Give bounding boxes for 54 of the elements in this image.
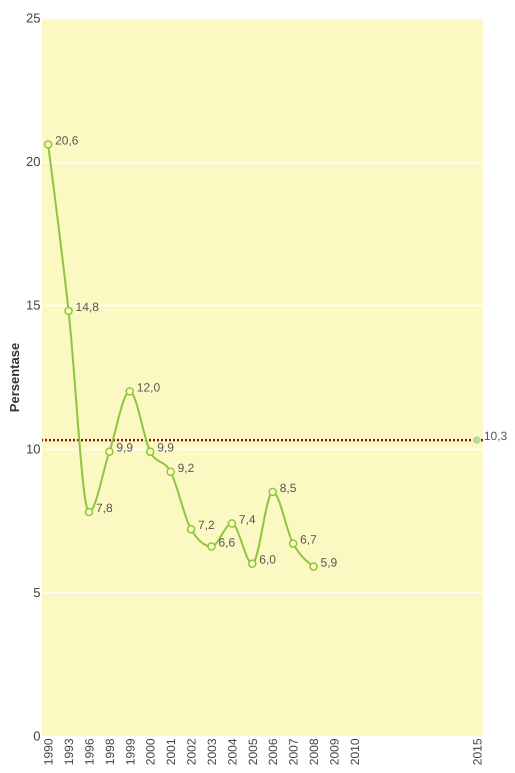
data-label: 7,4 <box>238 512 256 526</box>
y-tick-label: 15 <box>26 298 40 313</box>
x-tick-label: 2009 <box>327 738 342 766</box>
point <box>44 140 52 149</box>
data-label: 10,3 <box>484 429 508 444</box>
y-tick-label: 0 <box>33 728 40 744</box>
point <box>146 447 154 456</box>
point <box>84 508 94 516</box>
point <box>268 488 277 496</box>
x-tick-label: 2005 <box>246 738 260 766</box>
x-tick-label: 2000 <box>144 738 158 766</box>
x-tick-label: 2002 <box>184 738 199 766</box>
x-tick-label: 2006 <box>266 738 280 766</box>
point <box>105 447 114 456</box>
point <box>248 559 257 568</box>
point <box>228 519 236 528</box>
point <box>288 539 298 548</box>
x-tick-label: 1999 <box>123 738 138 766</box>
data-label: 9,9 <box>116 440 134 455</box>
x-tick-label: 2001 <box>164 738 178 766</box>
data-label: 6,6 <box>218 535 236 550</box>
point <box>126 387 134 396</box>
x-tick-label: 1998 <box>102 738 117 766</box>
y-tick-label: 10 <box>26 441 40 456</box>
x-tick-label: 2015 <box>470 738 484 766</box>
x-tick-label: 1993 <box>62 738 76 766</box>
x-tick-label: 1996 <box>82 738 96 766</box>
x-tick-label: 2003 <box>204 738 219 766</box>
y-tick-label: 25 <box>26 10 40 26</box>
data-label: 7,2 <box>198 518 216 532</box>
y-tick-label: 20 <box>26 154 40 170</box>
data-label: 12,0 <box>136 380 160 394</box>
y-tick-label: 5 <box>33 584 40 600</box>
data-label: 9,9 <box>157 440 174 455</box>
point <box>166 467 175 476</box>
data-label: 7,8 <box>96 500 113 515</box>
data-label: 8,5 <box>280 480 297 495</box>
data-label: 6,0 <box>259 552 276 567</box>
point <box>207 542 216 551</box>
x-tick-label: 1990 <box>42 738 56 766</box>
data-label: 6,7 <box>300 532 318 547</box>
data-label: 14,8 <box>76 300 100 314</box>
x-tick-label: 2004 <box>225 738 240 766</box>
point <box>186 524 196 534</box>
x-tick-label: 2008 <box>307 738 322 766</box>
point <box>309 562 318 571</box>
data-label: 9,2 <box>178 460 195 475</box>
point <box>473 436 481 444</box>
y-axis-title: Persentase <box>7 342 22 412</box>
data-label: 5,9 <box>320 556 338 570</box>
x-tick-label: 2010 <box>348 738 362 766</box>
x-tick-label: 2007 <box>286 738 301 766</box>
point <box>64 306 73 316</box>
data-label: 20,6 <box>55 133 79 148</box>
